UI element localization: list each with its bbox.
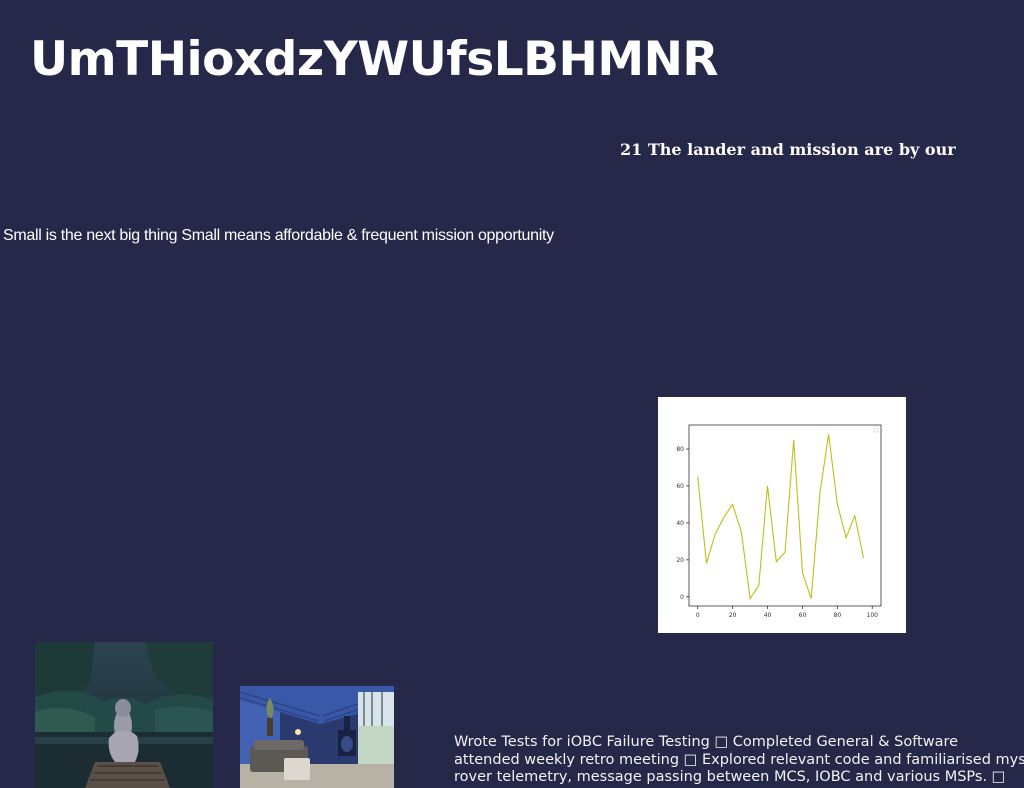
x-tick-label: 60	[799, 612, 807, 619]
section-heading: 21 The lander and mission are by our	[620, 140, 956, 159]
page-title: UmTHioxdzYWUfsLBHMNR	[30, 32, 719, 87]
task-notes-line: Wrote Tests for iOBC Failure Testing □ C…	[454, 734, 959, 750]
y-tick-label: 80	[676, 446, 684, 453]
y-tick-label: 40	[676, 520, 684, 527]
series-line	[697, 434, 865, 601]
task-notes: Wrote Tests for iOBC Failure Testing □ C…	[454, 734, 1024, 787]
plot-frame	[688, 424, 882, 607]
task-notes-line: rover telemetry, message passing between…	[454, 769, 1006, 785]
forest-lake-illustration	[35, 642, 213, 788]
x-tick-label: 40	[764, 612, 772, 619]
cabin-interior-illustration	[240, 686, 394, 788]
x-tick-label: 80	[834, 612, 842, 619]
forest-lake-photo	[35, 642, 213, 788]
x-tick-label: 100	[867, 612, 879, 619]
cabin-interior-photo	[240, 686, 394, 788]
legend-box	[873, 427, 879, 433]
x-tick-label: 0	[696, 612, 700, 619]
line-chart-image: 0 20 40 60 80 100 0 20 40 60 80	[658, 397, 906, 633]
y-tick-label: 0	[680, 594, 684, 601]
line-chart: 0 20 40 60 80 100 0 20 40 60 80	[676, 424, 882, 619]
tagline-text: Small is the next big thing Small means …	[3, 227, 554, 244]
task-notes-line: attended weekly retro meeting □ Explored…	[454, 751, 1024, 768]
x-tick-label: 20	[729, 612, 737, 619]
y-tick-label: 60	[676, 483, 684, 490]
y-tick-label: 20	[676, 557, 684, 564]
